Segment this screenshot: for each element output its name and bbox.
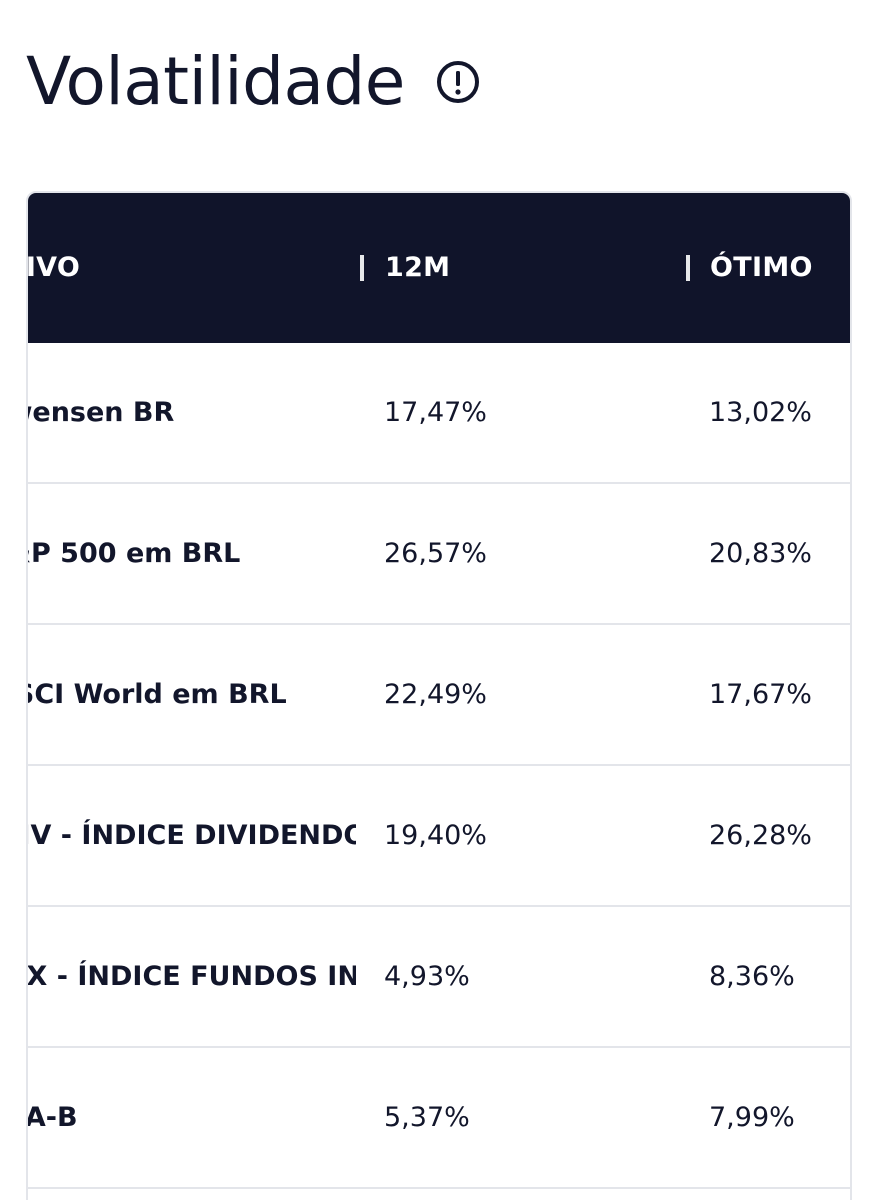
volatility-optimal: 13,02% <box>709 397 812 428</box>
info-circle-icon[interactable] <box>435 59 481 105</box>
asset-name: IDIV - ÍNDICE DIVIDENDOS <box>28 820 356 851</box>
volatility-12m: 5,37% <box>384 1102 470 1133</box>
asset-name: S&P 500 em BRL <box>28 538 241 569</box>
column-header-12m[interactable]: 12M <box>385 252 451 283</box>
table-row: Swensen BR 17,47% 13,02% <box>28 343 850 484</box>
table-row: IDIV - ÍNDICE DIVIDENDOS 19,40% 26,28% <box>28 766 850 907</box>
page-title: Volatilidade <box>26 43 405 120</box>
column-divider <box>686 255 690 281</box>
volatility-optimal: 7,99% <box>709 1102 795 1133</box>
column-divider <box>360 255 364 281</box>
volatility-optimal: 20,83% <box>709 538 812 569</box>
column-header-optimal[interactable]: ÓTIMO <box>710 252 813 283</box>
volatility-optimal: 26,28% <box>709 820 812 851</box>
table-body: Swensen BR 17,47% 13,02% S&P 500 em BRL … <box>28 343 850 1189</box>
volatility-12m: 26,57% <box>384 538 487 569</box>
volatility-12m: 4,93% <box>384 961 470 992</box>
volatility-optimal: 17,67% <box>709 679 812 710</box>
table-row: S&P 500 em BRL 26,57% 20,83% <box>28 484 850 625</box>
table-row: IMA-B 5,37% 7,99% <box>28 1048 850 1189</box>
column-header-asset[interactable]: ATIVO <box>26 252 81 283</box>
asset-name: IFIX - ÍNDICE FUNDOS INVESTIMENTOS <box>26 961 356 992</box>
title-row: Volatilidade <box>26 42 481 122</box>
volatility-12m: 19,40% <box>384 820 487 851</box>
table-row: MSCI World em BRL 22,49% 17,67% <box>28 625 850 766</box>
asset-name: IMA-B <box>26 1102 78 1133</box>
volatility-12m: 22,49% <box>384 679 487 710</box>
volatility-optimal: 8,36% <box>709 961 795 992</box>
volatility-12m: 17,47% <box>384 397 487 428</box>
volatility-table: ATIVO 12M ÓTIMO Swensen BR 17,47% 13,02%… <box>26 191 852 1200</box>
table-row: IFIX - ÍNDICE FUNDOS INVESTIMENTOS 4,93%… <box>28 907 850 1048</box>
asset-name: Swensen BR <box>28 397 175 428</box>
asset-name: MSCI World em BRL <box>28 679 287 710</box>
table-header: ATIVO 12M ÓTIMO <box>28 193 850 343</box>
